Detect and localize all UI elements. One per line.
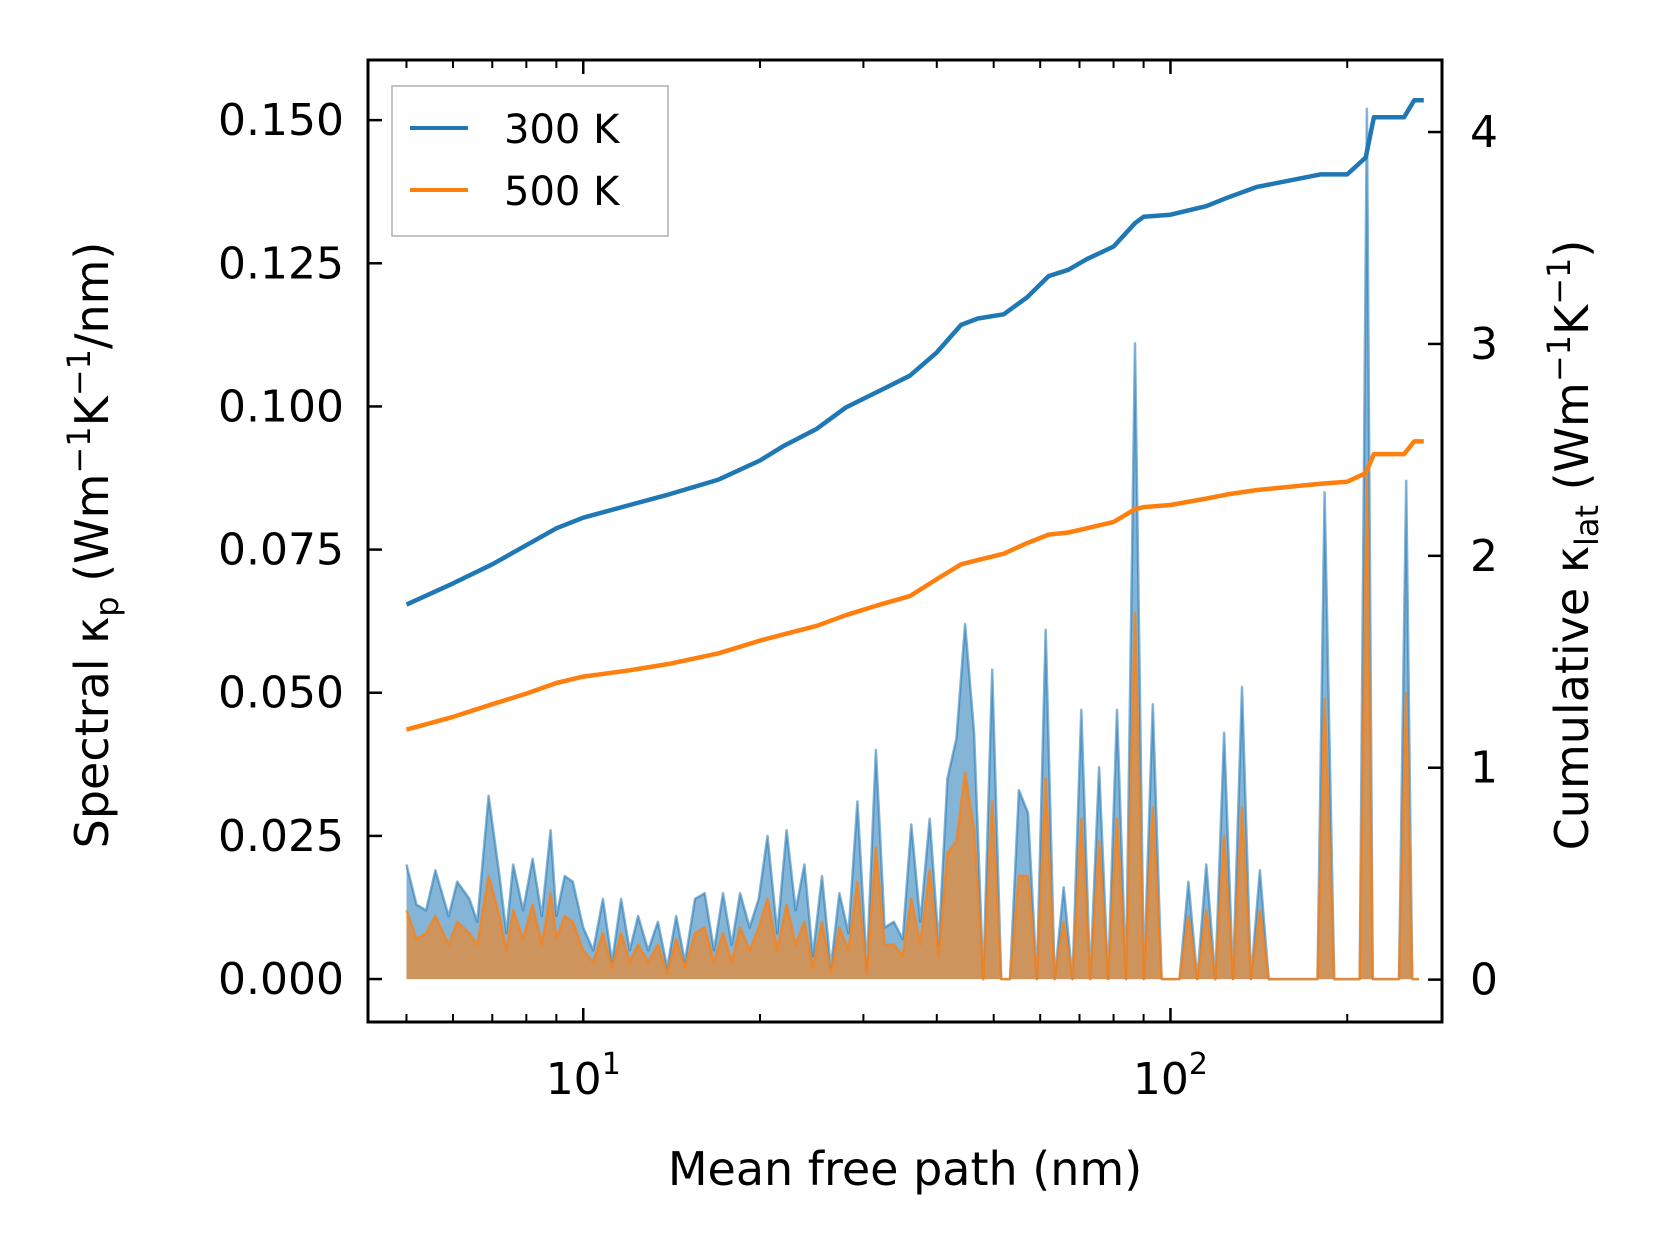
cumulative-line-500-k-cumulative xyxy=(405,439,1424,732)
legend: 300 K 500 K xyxy=(391,85,669,237)
plot-frame xyxy=(366,58,1444,1024)
y-axis-right-label: Cumulative κlat (Wm−1K−1) xyxy=(1540,240,1606,851)
y-left-label-sup2: −1 xyxy=(60,349,98,396)
y-right-tick-label: 2 xyxy=(1470,531,1498,582)
tick-layer: 101 1020.0000.0250.0500.0750.1000.1250.15… xyxy=(218,60,1498,1105)
y-right-tick-label: 3 xyxy=(1470,319,1498,370)
y-right-label-main: Cumulative κ xyxy=(1545,546,1599,850)
x-axis-label: Mean free path (nm) xyxy=(668,1142,1142,1196)
y-left-tick-label: 0.050 xyxy=(218,668,344,719)
y-right-label-sup1: −1 xyxy=(1540,335,1578,382)
x-tick-label: 102 xyxy=(1133,1047,1208,1105)
spectral-line-300-k-spectral xyxy=(405,107,1419,981)
y-left-tick-label: 0.125 xyxy=(218,238,344,289)
y-left-tick-label: 0.025 xyxy=(218,811,344,862)
y-right-label-unit: (Wm xyxy=(1545,382,1599,505)
y-right-tick-label: 1 xyxy=(1470,743,1498,794)
y-right-label-tail: ) xyxy=(1545,240,1599,258)
y-left-tick-label: 0.150 xyxy=(218,95,344,146)
legend-label-300k: 300 K xyxy=(504,107,621,153)
y-left-label-tail: /nm) xyxy=(65,242,119,349)
y-right-label-sub: lat xyxy=(1568,505,1606,546)
y-left-label-sub: p xyxy=(88,596,126,616)
x-tick-label: 101 xyxy=(546,1047,621,1105)
legend-label-500k: 500 K xyxy=(504,169,621,215)
y-left-label-sup1: −1 xyxy=(60,426,98,473)
y-left-tick-label: 0.000 xyxy=(218,954,344,1005)
cumulative-line-300-k-cumulative xyxy=(405,98,1424,607)
spectral-line-500-k-spectral xyxy=(405,473,1419,981)
series-line-layer xyxy=(405,98,1424,732)
y-right-tick-label: 0 xyxy=(1470,955,1498,1006)
y-axis-left-label: Spectral κp (Wm−1K−1/nm) xyxy=(60,242,126,849)
y-left-tick-label: 0.100 xyxy=(218,381,344,432)
y-right-label-unit2: K xyxy=(1545,303,1599,335)
y-left-label-main: Spectral κ xyxy=(65,617,119,849)
y-left-label-unit: (Wm xyxy=(65,474,119,597)
legend-box xyxy=(391,85,669,237)
y-right-label-sup2: −1 xyxy=(1540,258,1578,305)
y-left-tick-label: 0.075 xyxy=(218,525,344,576)
y-right-tick-label: 4 xyxy=(1470,107,1498,158)
spectral-fill-layer xyxy=(405,107,1419,981)
y-left-label-unit2: K xyxy=(65,394,119,426)
